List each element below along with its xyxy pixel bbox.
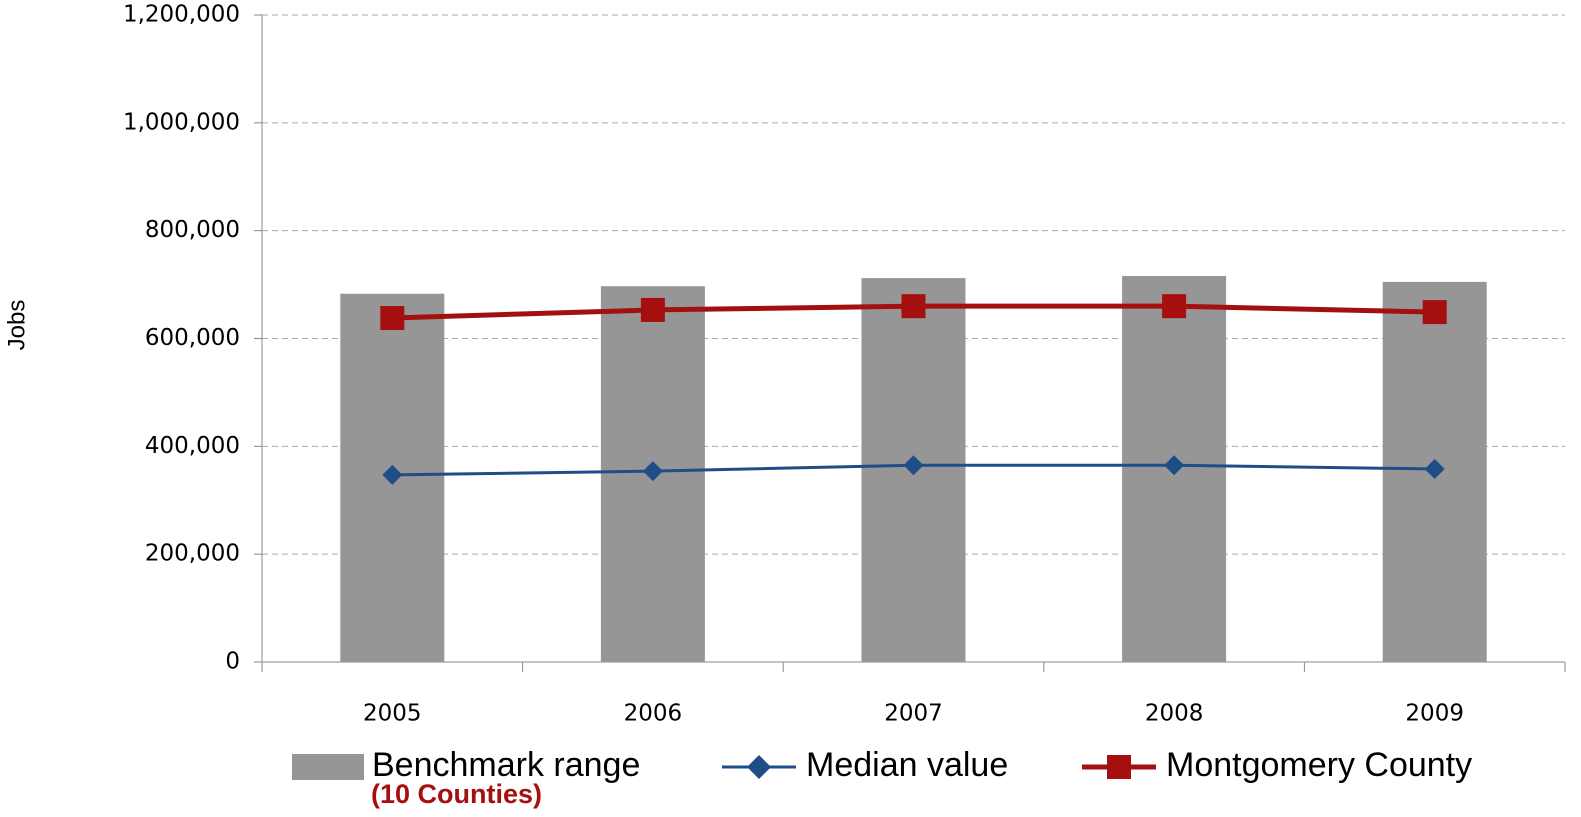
marker	[640, 297, 665, 322]
marker	[380, 306, 405, 331]
y-tick-label: 600,000	[145, 325, 240, 351]
marker	[903, 455, 924, 476]
legend-marker	[1107, 755, 1131, 779]
marker	[382, 464, 403, 485]
marker	[1162, 294, 1187, 319]
legend-label: Benchmark range	[372, 746, 640, 784]
y-tick-label: 200,000	[145, 541, 240, 567]
x-tick-label: 2006	[624, 701, 683, 727]
legend-marker	[747, 755, 771, 779]
y-tick-label: 1,000,000	[123, 109, 240, 135]
y-tick-label: 1,200,000	[123, 2, 240, 28]
legend-label: Median value	[806, 746, 1008, 784]
legend-note: (10 Counties)	[371, 779, 542, 809]
y-tick-label: 400,000	[145, 433, 240, 459]
x-tick-label: 2005	[363, 701, 422, 727]
marker	[901, 294, 926, 319]
x-tick-label: 2007	[884, 701, 943, 727]
marker	[642, 461, 663, 482]
y-tick-label: 800,000	[145, 217, 240, 243]
marker	[1164, 455, 1185, 476]
marker	[1424, 458, 1445, 479]
marker	[1422, 300, 1447, 325]
legend-swatch	[292, 754, 364, 780]
y-tick-label: 0	[225, 649, 240, 675]
y-axis-label: Jobs	[3, 300, 30, 351]
x-tick-label: 2009	[1405, 701, 1464, 727]
x-tick-label: 2008	[1145, 701, 1204, 727]
legend-label: Montgomery County	[1166, 746, 1472, 784]
